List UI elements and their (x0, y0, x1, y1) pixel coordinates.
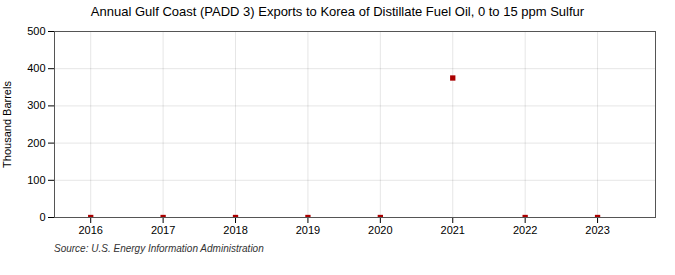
svg-text:2018: 2018 (223, 224, 247, 236)
svg-text:2021: 2021 (441, 224, 465, 236)
svg-text:2020: 2020 (368, 224, 392, 236)
svg-text:300: 300 (27, 99, 45, 111)
svg-text:2023: 2023 (585, 224, 609, 236)
svg-text:400: 400 (27, 62, 45, 74)
svg-text:2017: 2017 (151, 224, 175, 236)
svg-text:2016: 2016 (78, 224, 102, 236)
svg-text:100: 100 (27, 174, 45, 186)
svg-text:2022: 2022 (513, 224, 537, 236)
svg-text:2019: 2019 (296, 224, 320, 236)
html-text:Source: U.S. Energy Informatio: Source: U.S. Energy Information Administ… (54, 243, 264, 254)
html-text:Annual Gulf Coast (PADD 3) Exp: Annual Gulf Coast (PADD 3) Exports to Ko… (90, 4, 585, 19)
svg-text:200: 200 (27, 137, 45, 149)
svg-text:500: 500 (27, 25, 45, 37)
svg-text:0: 0 (39, 211, 45, 223)
svg-text:Thousand Barrels: Thousand Barrels (1, 81, 13, 168)
